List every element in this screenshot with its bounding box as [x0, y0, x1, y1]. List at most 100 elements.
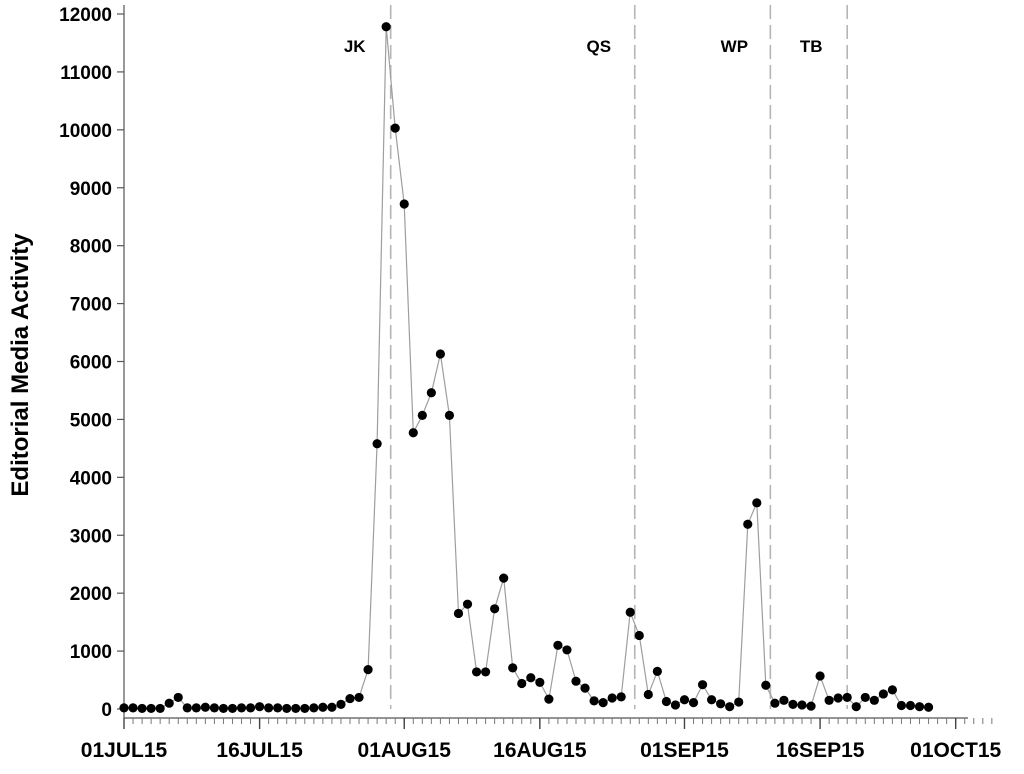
series-line	[124, 26, 929, 710]
y-tick-label: 12000	[59, 5, 112, 26]
data-point	[200, 702, 210, 712]
data-point	[607, 693, 617, 703]
y-tick-label: 2000	[70, 584, 112, 605]
y-tick-label: 9000	[70, 179, 112, 200]
data-point	[164, 698, 174, 708]
data-point	[797, 700, 807, 710]
data-point	[471, 667, 482, 677]
data-point	[688, 698, 699, 708]
y-tick-label: 11000	[60, 63, 112, 84]
data-point	[462, 599, 473, 609]
data-point	[435, 349, 445, 359]
data-point	[453, 608, 464, 619]
y-axis-ticks: 0 1000 2000 3000 4000 5000 6000 7000 8000 9000 100…	[59, 5, 124, 721]
y-tick-label: 6000	[70, 353, 112, 374]
data-point	[806, 701, 816, 711]
y-tick-label: 3000	[70, 526, 112, 547]
x-tick-label: 01SEP15	[640, 739, 729, 762]
axes	[123, 5, 968, 719]
y-tick-label: 5000	[70, 410, 112, 431]
data-point	[408, 428, 418, 438]
data-point	[824, 695, 834, 705]
y-tick-label: 8000	[70, 237, 112, 258]
data-point	[300, 703, 310, 714]
data-point	[499, 573, 509, 583]
data-point	[119, 703, 129, 713]
data-point	[896, 700, 907, 711]
data-point	[363, 665, 373, 675]
data-point	[788, 699, 798, 709]
data-point	[679, 695, 690, 705]
reference-label-wp: WP	[721, 37, 748, 56]
data-point	[245, 703, 256, 713]
x-tick-label: 16AUG15	[493, 739, 587, 762]
y-axis-title: Editorial Media Activity	[7, 233, 34, 497]
data-point	[553, 640, 563, 650]
y-tick-label: 4000	[70, 468, 112, 489]
data-point	[282, 703, 292, 714]
data-point	[399, 199, 409, 209]
data-point	[643, 689, 653, 700]
data-point	[381, 22, 391, 32]
y-tick-label: 10000	[59, 121, 112, 142]
data-point	[345, 693, 355, 704]
data-point	[743, 519, 753, 529]
x-tick-label: 16SEP15	[776, 739, 865, 762]
data-point	[273, 703, 283, 713]
data-point	[716, 699, 726, 709]
data-point	[444, 410, 455, 420]
data-point	[616, 692, 626, 702]
data-point	[227, 703, 238, 714]
data-point	[309, 703, 319, 713]
y-tick-label: 7000	[70, 295, 112, 316]
data-point	[372, 439, 382, 449]
data-point	[255, 702, 265, 712]
data-point	[670, 700, 681, 710]
x-tick-label: 01OCT15	[910, 739, 1001, 762]
data-point	[562, 645, 572, 655]
data-point	[128, 703, 138, 713]
data-point	[661, 696, 672, 707]
data-point	[336, 699, 346, 709]
data-point	[734, 697, 744, 707]
data-point	[354, 692, 364, 703]
reference-lines: JK QS WP TB	[344, 5, 849, 709]
data-point	[860, 692, 870, 703]
data-point	[652, 666, 662, 676]
x-axis-ticks: 01JUL15 16JUL15 01AUG15 16AUG15 01SEP15 16SEP…	[81, 718, 1002, 762]
x-tick-label: 01AUG15	[358, 739, 452, 762]
data-point	[580, 683, 590, 693]
data-point	[770, 698, 780, 708]
data-point	[905, 700, 916, 711]
data-point	[218, 703, 229, 714]
x-tick-label: 16JUL15	[216, 739, 303, 762]
data-point	[146, 703, 156, 714]
data-point	[887, 685, 898, 695]
data-point	[707, 695, 717, 705]
data-point	[589, 696, 599, 706]
series-line-and-markers	[119, 22, 934, 714]
data-point	[490, 604, 500, 614]
data-point	[327, 702, 337, 712]
data-point	[526, 673, 536, 683]
data-point	[815, 671, 825, 681]
data-point	[725, 702, 735, 712]
data-point	[137, 703, 147, 714]
data-point	[842, 692, 852, 703]
data-point	[426, 388, 436, 398]
data-point	[779, 695, 789, 705]
data-point	[209, 703, 219, 713]
data-point	[761, 680, 771, 690]
data-point	[878, 689, 888, 699]
data-point	[598, 698, 608, 708]
data-point	[697, 680, 708, 690]
data-point	[182, 703, 192, 713]
y-tick-label: 1000	[70, 642, 112, 663]
reference-label-jk: JK	[344, 37, 366, 56]
data-point	[544, 694, 554, 704]
reference-label-qs: QS	[586, 37, 611, 56]
data-point	[571, 676, 581, 686]
data-point	[869, 695, 879, 705]
data-point	[508, 663, 518, 673]
